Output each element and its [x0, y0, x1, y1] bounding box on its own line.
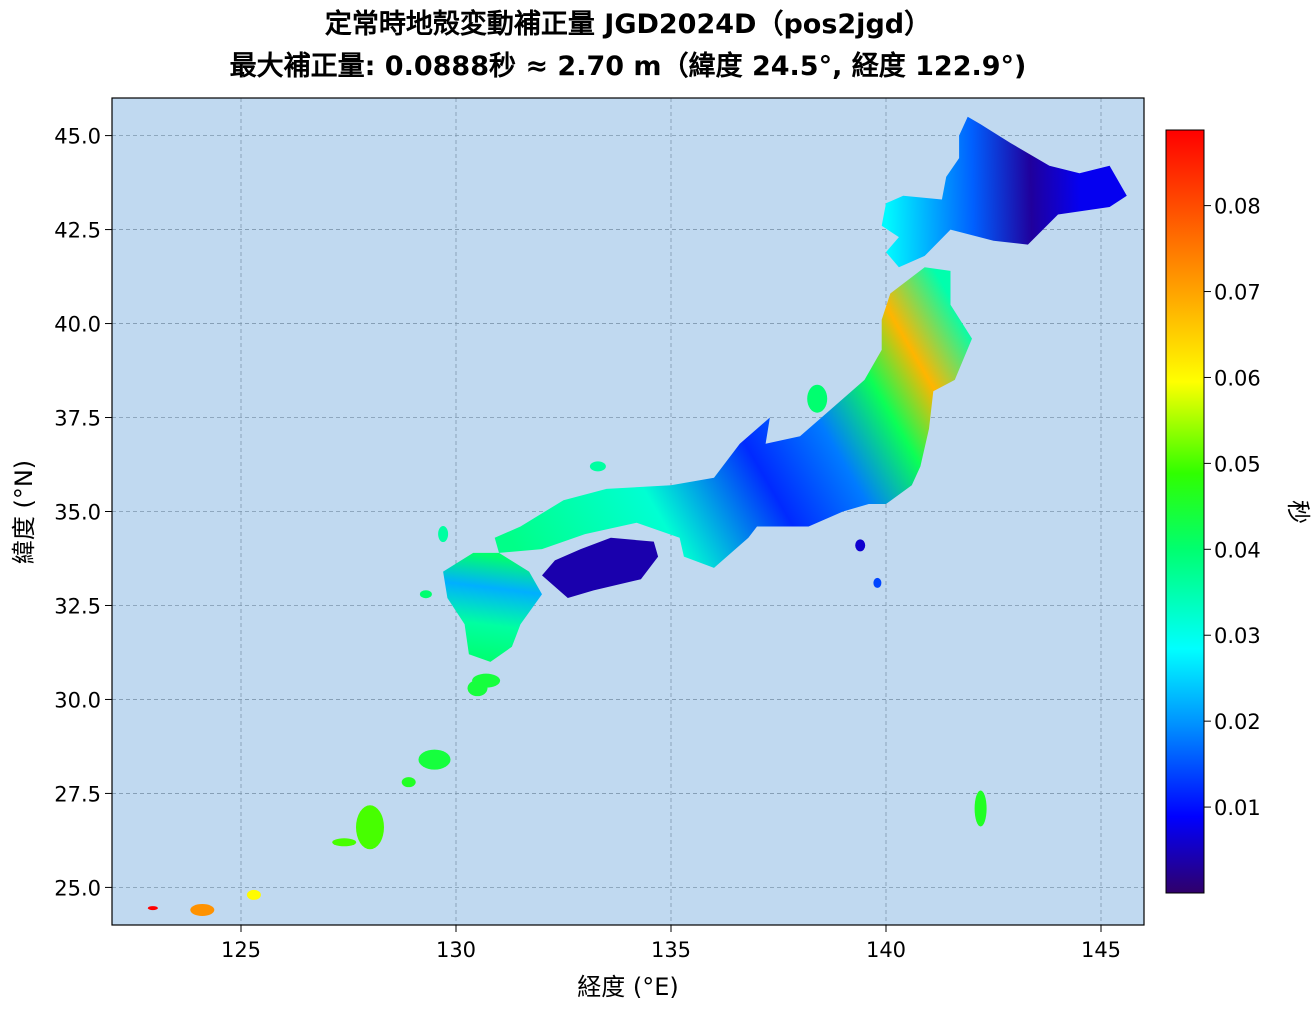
- island-sado: [807, 384, 828, 413]
- x-tick-label: 135: [651, 938, 691, 962]
- y-tick-label: 35.0: [54, 501, 101, 525]
- y-tick-label: 27.5: [54, 782, 101, 806]
- region-shikoku: [542, 537, 659, 598]
- y-tick-label: 30.0: [54, 688, 101, 712]
- region-hokkaido: [881, 116, 1127, 268]
- colorbar-tick-label: 0.02: [1214, 710, 1261, 734]
- x-tick-label: 140: [866, 938, 906, 962]
- chart-title-line-2: 最大補正量: 0.0888秒 ≈ 2.70 m（緯度 24.5°, 経度 122…: [229, 51, 1027, 82]
- island-hachijo: [873, 577, 882, 588]
- y-tick-label: 40.0: [54, 313, 101, 337]
- island-goto: [419, 590, 432, 599]
- island-tokunoshima: [401, 777, 416, 788]
- x-axis-label: 経度 (°E): [577, 973, 679, 1001]
- island-ishigaki: [190, 903, 215, 916]
- y-tick-label: 32.5: [54, 594, 101, 618]
- y-tick-label: 42.5: [54, 219, 101, 243]
- island-tsushima: [438, 526, 449, 543]
- region-kyushu: [443, 552, 542, 662]
- y-axis-label: 緯度 (°N): [10, 460, 38, 564]
- x-tick-label: 125: [221, 938, 261, 962]
- x-axis-ticks: 125 130 135 140 145: [221, 925, 1121, 962]
- chart-title-line-1: 定常時地殻変動補正量 JGD2024D（pos2jgd）: [324, 9, 932, 40]
- island-oki: [589, 461, 606, 472]
- y-tick-label: 45.0: [54, 125, 101, 149]
- grid-lines: [112, 98, 1144, 925]
- colorbar-tick-label: 0.06: [1214, 366, 1261, 390]
- colorbar-tick-label: 0.04: [1214, 538, 1261, 562]
- colorbar-tick-label: 0.01: [1214, 796, 1261, 820]
- region-honshu: [494, 267, 972, 568]
- colorbar-tick-label: 0.08: [1214, 195, 1261, 219]
- island-kerama: [332, 838, 357, 847]
- y-tick-label: 37.5: [54, 407, 101, 431]
- colorbar: [1165, 129, 1205, 894]
- island-amami: [418, 749, 451, 770]
- y-axis-ticks: 25.0 27.5 30.0 32.5 35.0 37.5 40.0 42.5 45.0: [54, 125, 112, 900]
- colorbar-tick-label: 0.07: [1214, 281, 1261, 305]
- island-miyako: [246, 889, 261, 900]
- island-ogasawara: [974, 790, 987, 827]
- island-izu-oshima: [855, 539, 866, 552]
- y-tick-label: 25.0: [54, 876, 101, 900]
- island-yakushima: [467, 680, 488, 697]
- colorbar-tick-label: 0.03: [1214, 624, 1261, 648]
- colorbar-ticks: 0.01 0.02 0.03 0.04 0.05 0.06 0.07 0.08: [1204, 195, 1261, 820]
- island-yonaguni: [147, 906, 158, 911]
- island-okinawa: [356, 805, 384, 850]
- colorbar-tick-label: 0.05: [1214, 452, 1261, 476]
- land-heatmap: [147, 116, 1127, 916]
- colorbar-label: 秒: [1284, 500, 1312, 524]
- x-tick-label: 145: [1081, 938, 1121, 962]
- x-tick-label: 130: [436, 938, 476, 962]
